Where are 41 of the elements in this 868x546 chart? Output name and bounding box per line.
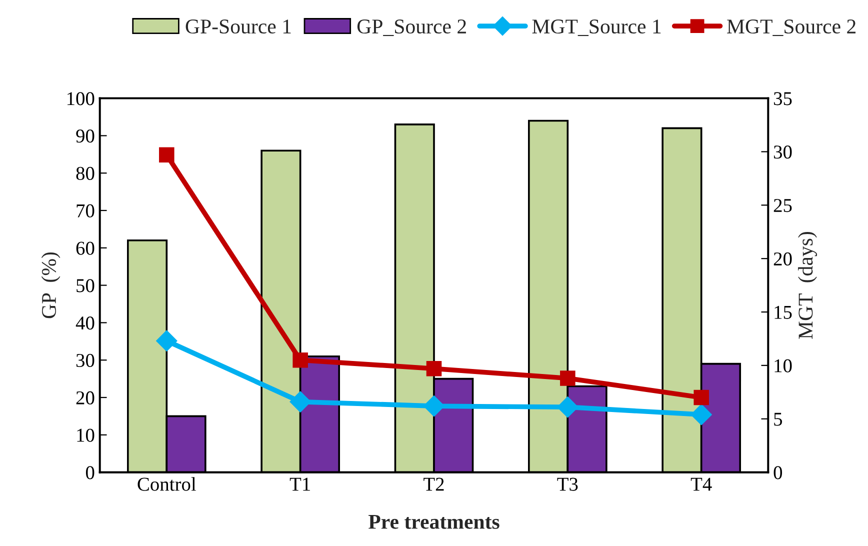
legend-label: GP_Source 2 <box>357 20 466 36</box>
y2-tick-label: 5 <box>774 412 782 426</box>
y-tick-label: 10 <box>77 428 94 442</box>
legend-label: MGT_Source 1 <box>532 20 661 36</box>
y-tick-label: 70 <box>76 204 94 218</box>
y-tick-label: 0 <box>86 466 94 480</box>
x-tick-label: T4 <box>690 478 712 491</box>
y2-tick-label: 35 <box>774 92 792 106</box>
y-tick-label: 100 <box>68 92 94 106</box>
y-tick-label: 60 <box>76 242 94 255</box>
point <box>694 390 709 406</box>
point <box>156 330 178 352</box>
y-tick-label: 80 <box>76 166 94 180</box>
point <box>426 360 442 376</box>
legend-label: MGT_Source 2 <box>727 20 856 36</box>
point <box>290 391 311 412</box>
x-tick-label: Control <box>138 477 196 491</box>
x-tick-label: T2 <box>424 478 444 491</box>
y-axis-title: GP (%) <box>41 252 60 318</box>
x-axis-title: Pre treatments <box>368 515 500 529</box>
y-tick-label: 50 <box>76 279 94 292</box>
point <box>560 370 576 386</box>
y2-tick-label: 25 <box>774 199 792 212</box>
point <box>690 404 712 426</box>
y2-tick-label: 10 <box>774 359 792 372</box>
point <box>557 396 578 418</box>
x-tick-label: T3 <box>557 478 578 491</box>
y-tick-label: 40 <box>76 316 94 330</box>
y-tick-label: 30 <box>76 354 94 368</box>
y2-tick-label: 30 <box>774 146 792 159</box>
y2-tick-label: 0 <box>774 466 782 480</box>
point <box>292 352 308 368</box>
y-tick-label: 20 <box>76 391 94 404</box>
y2-tick-label: 15 <box>774 306 792 319</box>
y2-axis-title: MGT (days) <box>798 232 817 339</box>
y-tick-label: 90 <box>76 129 94 143</box>
x-tick-label: T1 <box>290 478 310 491</box>
legend-label: GP-Source 1 <box>186 20 291 34</box>
point <box>423 396 445 417</box>
y2-tick-label: 20 <box>774 252 792 266</box>
point <box>159 147 174 163</box>
